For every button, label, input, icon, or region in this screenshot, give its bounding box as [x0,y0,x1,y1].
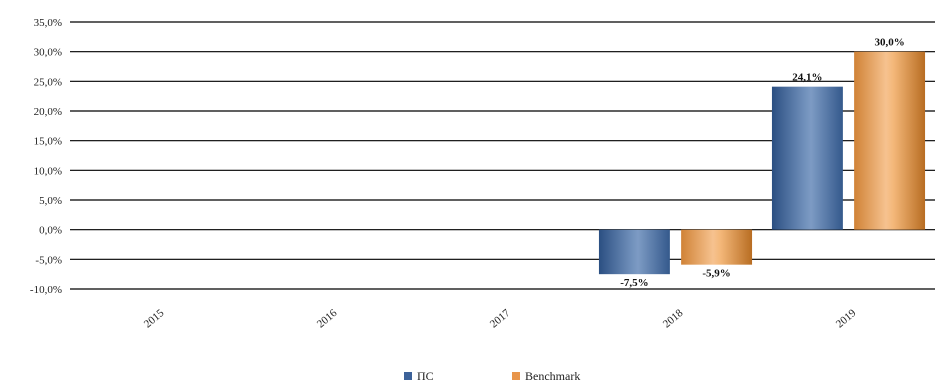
bar-benchmark-2018 [681,229,753,265]
x-tick-label: 2015 [142,307,167,331]
y-tick-label: 35,0% [34,17,62,29]
y-tick-label: 5,0% [39,195,62,207]
legend-swatch [404,372,412,380]
y-tick-label: 0,0% [39,225,62,237]
y-axis-ticks: 35,0% 30,0% 25,0% 20,0% 15,0% 10,0% 5,0% 0,0% -5… [30,17,62,296]
x-axis-ticks: 2015 2016 2017 2018 2019 [142,307,859,331]
bars [598,51,926,275]
y-tick-label: 10,0% [34,165,62,177]
y-tick-label: -10,0% [30,284,62,296]
legend-label: ПС [417,369,434,383]
x-tick-label: 2018 [661,307,686,331]
y-tick-label: -5,0% [35,254,62,266]
y-tick-label: 15,0% [34,136,62,148]
data-labels: -7,5% -5,9% 24,1% 30,0% [620,37,905,289]
legend-swatch [512,372,520,380]
y-tick-label: 25,0% [34,76,62,88]
x-tick-label: 2019 [834,307,859,331]
x-tick-label: 2017 [488,307,513,331]
data-label: 24,1% [792,72,822,84]
data-label: -7,5% [620,277,648,289]
legend-label: Benchmark [525,369,580,383]
data-label: 30,0% [874,37,904,49]
y-tick-label: 30,0% [34,47,62,59]
x-tick-label: 2016 [315,307,340,331]
gridlines [70,21,935,290]
y-tick-label: 20,0% [34,106,62,118]
legend: ПС Benchmark [404,369,580,383]
data-label: -5,9% [702,268,730,280]
bar-пс-2018 [598,229,670,275]
bar-benchmark-2019 [854,51,926,230]
bar-пс-2019 [771,86,843,230]
